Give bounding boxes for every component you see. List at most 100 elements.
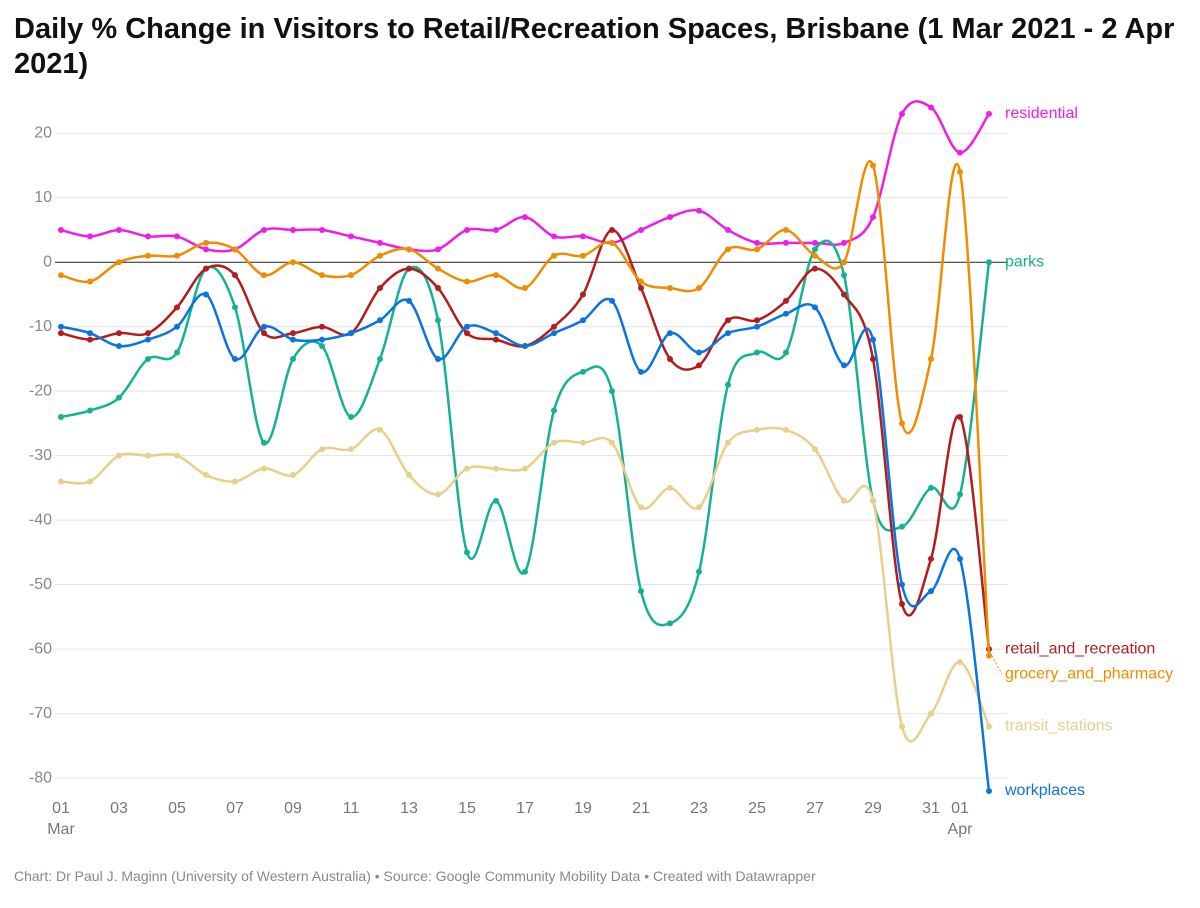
data-point: [377, 252, 383, 259]
x-tick-label: 27: [806, 800, 824, 817]
data-point: [348, 330, 354, 337]
data-point: [348, 446, 354, 453]
data-point: [116, 394, 122, 401]
data-point: [812, 246, 818, 253]
data-point: [957, 413, 963, 420]
data-point: [783, 297, 789, 304]
x-tick-label: 29: [864, 800, 882, 817]
data-point: [812, 446, 818, 453]
data-point: [290, 472, 296, 479]
y-tick-label: -60: [29, 640, 52, 657]
data-point: [145, 355, 151, 362]
data-point: [957, 659, 963, 666]
data-point: [551, 330, 557, 337]
data-point: [522, 343, 528, 350]
data-point: [638, 368, 644, 375]
data-point: [522, 214, 528, 221]
series-line: [60, 228, 991, 650]
data-point: [841, 272, 847, 279]
data-point: [319, 272, 325, 279]
label-connector: [991, 655, 1003, 675]
data-point: [725, 330, 731, 337]
data-point: [145, 252, 151, 259]
series-label: parks: [1005, 253, 1044, 270]
data-point: [551, 439, 557, 446]
data-point: [435, 246, 441, 253]
data-point: [87, 478, 93, 485]
data-point: [986, 723, 992, 730]
data-point: [493, 226, 499, 233]
data-point: [58, 226, 64, 233]
data-point: [754, 426, 760, 433]
data-point: [667, 620, 673, 627]
data-point: [870, 162, 876, 169]
data-point: [551, 407, 557, 414]
data-point: [725, 381, 731, 388]
data-point: [319, 226, 325, 233]
data-point: [580, 439, 586, 446]
data-point: [986, 259, 992, 266]
data-point: [957, 491, 963, 498]
data-point: [986, 110, 992, 117]
data-point: [290, 330, 296, 337]
data-point: [870, 214, 876, 221]
y-tick-label: 0: [43, 253, 52, 270]
x-tick-label: 01 Apr: [947, 800, 973, 838]
data-point: [232, 478, 238, 485]
data-point: [783, 310, 789, 317]
data-point: [522, 568, 528, 575]
data-point: [290, 226, 296, 233]
data-point: [696, 285, 702, 292]
data-point: [406, 246, 412, 253]
data-point: [754, 246, 760, 253]
data-point: [609, 226, 615, 233]
data-point: [667, 484, 673, 491]
data-point: [87, 330, 93, 337]
data-point: [841, 362, 847, 369]
data-point: [435, 265, 441, 272]
data-point: [812, 252, 818, 259]
data-point: [609, 388, 615, 395]
data-point: [406, 297, 412, 304]
footer: Chart: Dr Paul J. Maginn (University of …: [14, 868, 816, 884]
data-point: [609, 297, 615, 304]
data-point: [435, 355, 441, 362]
x-tick-label: 19: [574, 800, 592, 817]
data-point: [551, 233, 557, 240]
data-point: [667, 330, 673, 337]
data-point: [348, 413, 354, 420]
data-point: [696, 568, 702, 575]
data-point: [261, 226, 267, 233]
data-point: [957, 149, 963, 156]
data-point: [493, 272, 499, 279]
data-point: [464, 226, 470, 233]
data-point: [58, 478, 64, 485]
y-tick-label: -80: [29, 769, 52, 786]
data-point: [696, 207, 702, 214]
x-tick-label: 17: [516, 800, 534, 817]
data-point: [812, 304, 818, 311]
data-point: [638, 278, 644, 285]
x-tick-label: 07: [226, 800, 244, 817]
data-point: [899, 600, 905, 607]
data-point: [696, 504, 702, 511]
data-point: [116, 226, 122, 233]
data-point: [783, 239, 789, 246]
data-point: [986, 652, 992, 659]
data-point: [464, 549, 470, 556]
data-point: [667, 285, 673, 292]
data-point: [87, 407, 93, 414]
y-tick-label: 10: [34, 189, 52, 206]
data-point: [203, 246, 209, 253]
data-point: [783, 426, 789, 433]
data-point: [841, 239, 847, 246]
data-point: [203, 239, 209, 246]
data-point: [435, 491, 441, 498]
data-point: [638, 588, 644, 595]
data-point: [435, 285, 441, 292]
y-tick-label: -30: [29, 447, 52, 464]
data-point: [58, 323, 64, 330]
data-point: [174, 452, 180, 459]
data-point: [754, 239, 760, 246]
data-point: [928, 710, 934, 717]
